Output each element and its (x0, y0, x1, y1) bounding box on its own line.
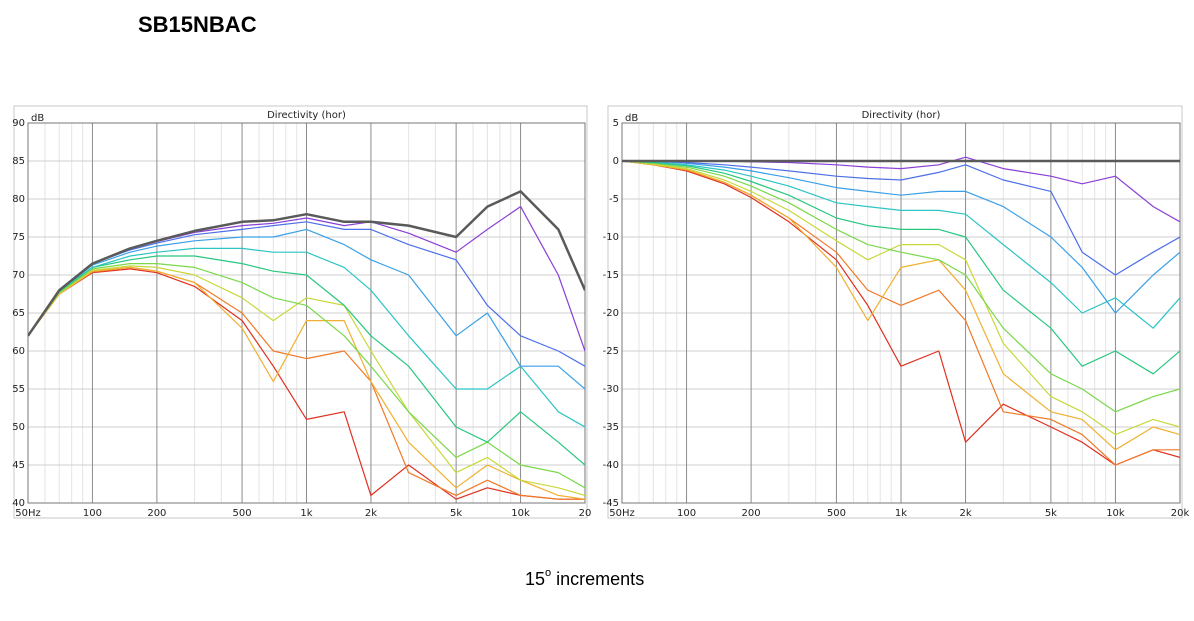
y-tick-label: 75 (12, 232, 25, 243)
y-tick-label: 80 (12, 194, 25, 205)
series-line (622, 160, 1180, 436)
plot-border (621, 122, 1181, 504)
series-line (622, 160, 1180, 466)
chart-title: Directivity (hor) (862, 110, 941, 121)
y-tick-label: -40 (603, 460, 619, 471)
x-tick-label: 50Hz (609, 508, 635, 519)
caption: 15o increments (525, 567, 644, 589)
x-tick-label: 100 (83, 508, 102, 519)
chart-title: Directivity (hor) (267, 110, 346, 121)
x-tick-label: 500 (233, 508, 252, 519)
x-tick-label: 200 (742, 508, 761, 519)
x-tick-label: 5k (1045, 508, 1057, 519)
y-tick-label: 70 (12, 270, 25, 281)
series-line (622, 160, 1180, 375)
series-line (28, 255, 585, 466)
y-tick-label: -10 (603, 232, 619, 243)
series-line (28, 263, 585, 489)
x-tick-label: 5k (450, 508, 462, 519)
x-tick-label: 2k (959, 508, 971, 519)
y-tick-label: 85 (12, 156, 25, 167)
y-tick-label: 40 (12, 498, 25, 509)
series-line (28, 265, 585, 496)
caption-text: increments (556, 569, 644, 589)
figure-title: SB15NBAC (138, 12, 257, 37)
y-tick-label: 0 (613, 156, 619, 167)
x-tick-label: 20k (1171, 508, 1190, 519)
y-tick-label: 55 (12, 384, 25, 395)
series-line (622, 160, 1180, 314)
y-tick-label: 90 (12, 118, 25, 129)
series-line (28, 247, 585, 428)
y-axis-label: dB (625, 113, 638, 124)
series-line (622, 160, 1180, 276)
y-tick-label: -30 (603, 384, 619, 395)
series-line (622, 160, 1180, 413)
x-tick-label: 10k (1106, 508, 1125, 519)
y-tick-label: 50 (12, 422, 25, 433)
series-line (622, 160, 1180, 329)
x-tick-label: 200 (147, 508, 166, 519)
x-tick-label: 10k (511, 508, 530, 519)
plot-border (27, 122, 586, 504)
y-axis-label: dB (31, 113, 44, 124)
y-tick-label: -5 (609, 194, 619, 205)
series-line (622, 160, 1180, 451)
series-line (28, 190, 585, 337)
y-tick-label: 60 (12, 346, 25, 357)
x-tick-label: 20 (579, 508, 592, 519)
caption-superscript: o (545, 567, 551, 579)
y-tick-label: -45 (603, 498, 619, 509)
x-tick-label: 50Hz (15, 508, 41, 519)
y-tick-label: 65 (12, 308, 25, 319)
x-tick-label: 1k (300, 508, 312, 519)
x-tick-label: 500 (827, 508, 846, 519)
x-tick-label: 100 (677, 508, 696, 519)
y-tick-label: -35 (603, 422, 619, 433)
series-line (28, 266, 585, 500)
series-line (28, 228, 585, 390)
x-tick-label: 2k (365, 508, 377, 519)
caption-number: 15 (525, 569, 545, 589)
y-tick-label: -25 (603, 346, 619, 357)
y-tick-label: -20 (603, 308, 619, 319)
series-line (28, 268, 585, 500)
x-tick-label: 1k (895, 508, 907, 519)
y-tick-label: -15 (603, 270, 619, 281)
y-tick-label: 5 (613, 118, 619, 129)
y-tick-label: 45 (12, 460, 25, 471)
chart-frame (13, 105, 588, 519)
